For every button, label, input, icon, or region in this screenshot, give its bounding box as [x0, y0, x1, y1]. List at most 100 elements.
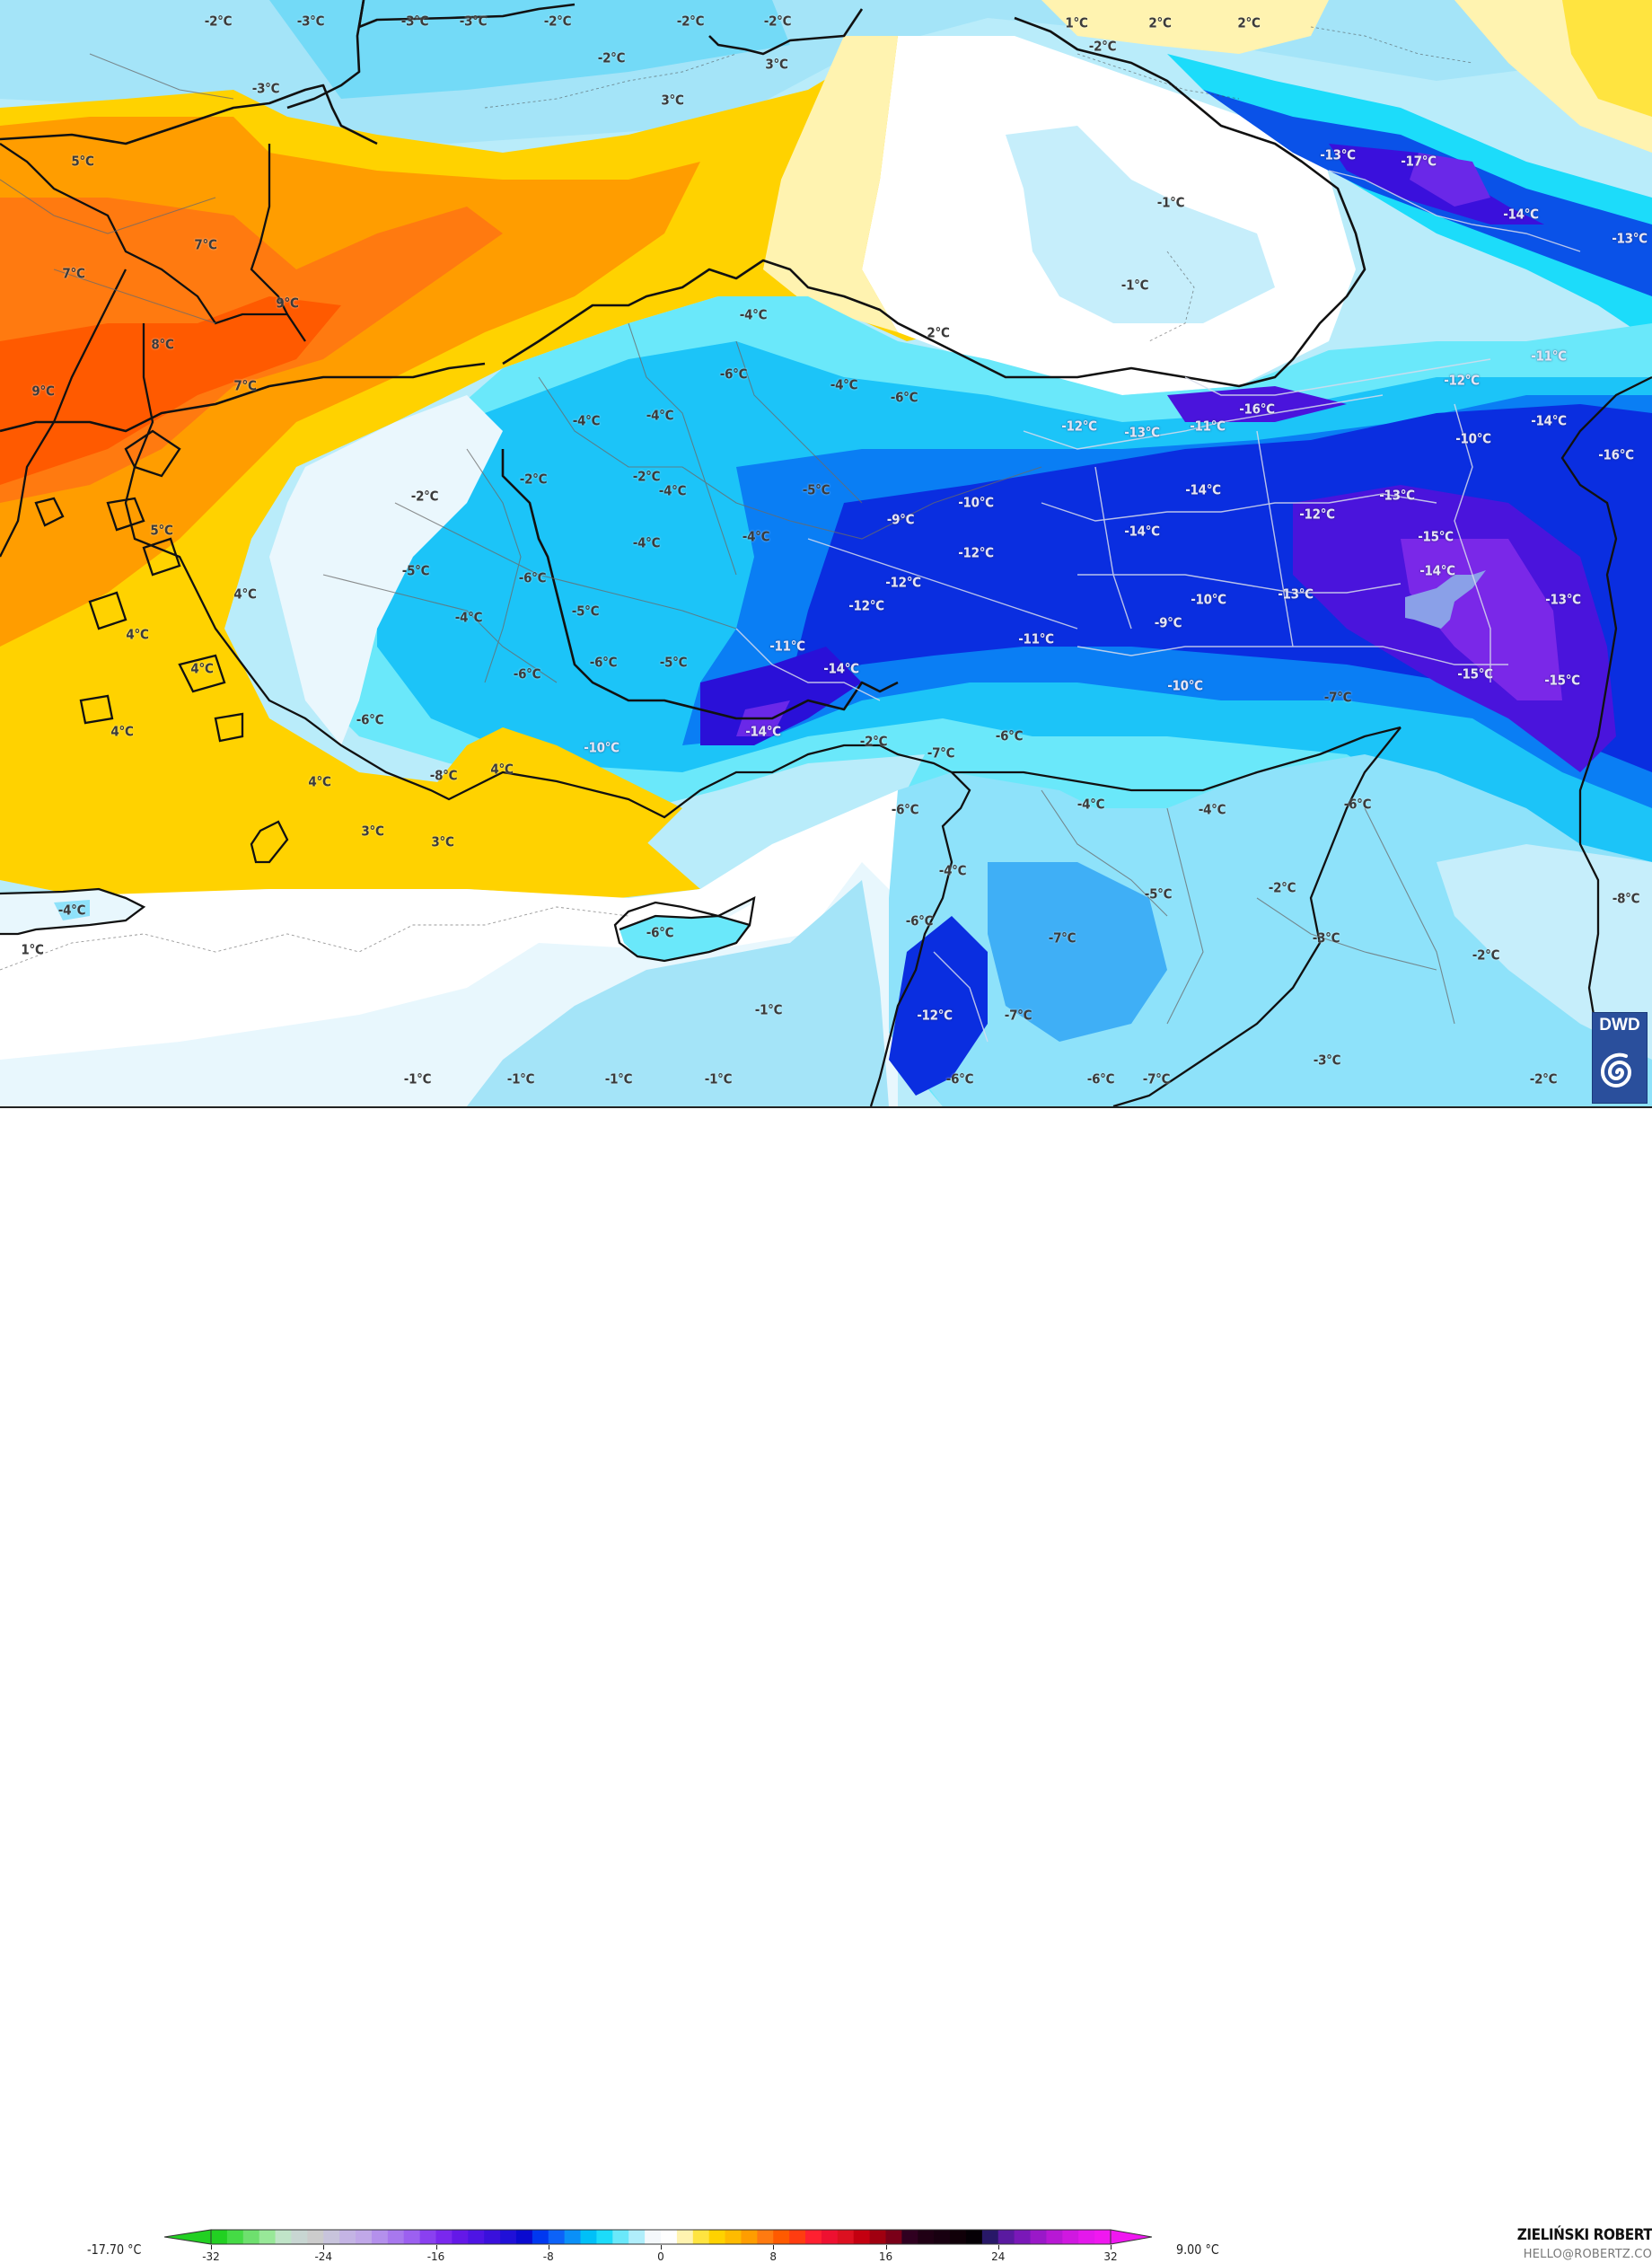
temperature-label: 3°C: [661, 92, 684, 109]
colorbar-tick: [323, 2245, 325, 2250]
temperature-label: 4°C: [110, 723, 134, 740]
temperature-label: -2°C: [763, 13, 792, 30]
temperature-label: 7°C: [194, 236, 217, 253]
temperature-label: -2°C: [1472, 947, 1500, 964]
temperature-label: -4°C: [658, 482, 687, 499]
temperature-label: -4°C: [572, 412, 601, 429]
temperature-label: -12°C: [917, 1007, 953, 1024]
temperature-label: -14°C: [1419, 562, 1455, 579]
colorbar-tick-label: 16: [878, 2250, 893, 2263]
temperature-label: -4°C: [1076, 796, 1105, 813]
temperature-label: 1°C: [1065, 14, 1088, 31]
temperature-label: -3°C: [459, 13, 488, 30]
temperature-label: -13°C: [1320, 146, 1356, 163]
temperature-label: -8°C: [429, 767, 458, 784]
temperature-label: -17°C: [1401, 153, 1437, 170]
temperature-label: 7°C: [62, 265, 85, 282]
colorbar-tick: [885, 2245, 887, 2250]
temperature-label: -7°C: [1004, 1007, 1032, 1024]
temperature-label: -1°C: [1120, 277, 1149, 294]
temperature-label: -1°C: [704, 1070, 733, 1087]
temperature-label: -11°C: [1190, 418, 1226, 435]
temperature-label: -6°C: [719, 365, 748, 383]
temperature-label: -10°C: [584, 739, 620, 756]
map-base-layer: [0, 0, 1652, 1106]
temperature-label: -13°C: [1612, 230, 1648, 247]
temperature-label: -14°C: [1124, 523, 1160, 540]
temperature-label: -1°C: [506, 1070, 535, 1087]
temperature-label: -2°C: [676, 13, 705, 30]
temperature-label: -12°C: [1299, 506, 1335, 523]
spiral-icon: [1600, 1052, 1632, 1087]
temperature-label: -6°C: [1086, 1070, 1115, 1087]
colorbar-tick-label: -8: [542, 2250, 554, 2263]
temperature-label: -3°C: [1312, 929, 1340, 947]
temperature-label: -2°C: [543, 13, 572, 30]
temperature-label: -3°C: [296, 13, 325, 30]
colorbar-tick-label: 8: [769, 2250, 778, 2263]
temperature-label: -6°C: [589, 654, 618, 671]
temperature-label: -11°C: [769, 638, 805, 655]
temperature-label: -11°C: [1531, 348, 1567, 365]
temperature-label: -6°C: [905, 912, 934, 929]
legend-footer: -17.70 °C -32 -24 -16 -8 0 8 16 24 32 9.00 °C ZI…: [0, 1108, 1652, 2263]
temperature-label: -14°C: [1531, 412, 1567, 429]
temperature-label: -7°C: [1142, 1070, 1171, 1087]
colorbar-tick: [997, 2245, 999, 2250]
temperature-label: 7°C: [233, 377, 257, 394]
temperature-label: 4°C: [126, 626, 149, 643]
temperature-label: -4°C: [632, 534, 661, 551]
temperature-label: -5°C: [401, 562, 430, 579]
colorbar-tick-label: 32: [1103, 2250, 1118, 2263]
temperature-label: -15°C: [1544, 672, 1580, 689]
temperature-label: 5°C: [71, 153, 94, 170]
temperature-label: -10°C: [1191, 591, 1226, 608]
temperature-label: -2°C: [410, 488, 439, 505]
temperature-label: 2°C: [1237, 14, 1261, 31]
author-email: HELLO@ROBERTZ.CO: [1523, 2248, 1652, 2261]
temperature-label: -13°C: [1379, 487, 1415, 504]
temperature-label: 3°C: [765, 56, 788, 73]
colorbar-tick: [773, 2245, 775, 2250]
temperature-label: 1°C: [21, 941, 44, 958]
temperature-label: -1°C: [403, 1070, 432, 1087]
temperature-label: -5°C: [659, 654, 688, 671]
temperature-label: -4°C: [454, 609, 483, 626]
temperature-label: 3°C: [431, 833, 454, 850]
temperature-label: -5°C: [571, 603, 600, 620]
temperature-label: -2°C: [1529, 1070, 1558, 1087]
temperature-label: -6°C: [513, 665, 541, 682]
temperature-label: -12°C: [848, 597, 884, 614]
temperature-label: -4°C: [1198, 801, 1226, 818]
temperature-label: -12°C: [958, 544, 994, 561]
temperature-label: -15°C: [1457, 665, 1493, 682]
temperature-label: 3°C: [361, 823, 384, 840]
temperature-label: -14°C: [1503, 206, 1539, 223]
temperature-label: -4°C: [646, 407, 674, 424]
temperature-label: -5°C: [802, 481, 830, 498]
colorbar-min-value: -17.70 °C: [87, 2241, 142, 2258]
temperature-label: -16°C: [1598, 446, 1634, 463]
temperature-label: -2°C: [519, 471, 548, 488]
temperature-label: -11°C: [1018, 630, 1054, 647]
dwd-logo: DWD: [1592, 1012, 1648, 1104]
colorbar-tick-label: -24: [314, 2250, 333, 2263]
temperature-label: -4°C: [739, 306, 768, 323]
temperature-label: -4°C: [938, 862, 967, 879]
temperature-label: -16°C: [1239, 401, 1275, 418]
colorbar-tick: [435, 2245, 437, 2250]
colorbar-max-value: 9.00 °C: [1176, 2241, 1219, 2258]
temperature-colorbar: [164, 2229, 1152, 2245]
colorbar-tick: [1111, 2245, 1112, 2250]
temperature-label: -9°C: [1154, 614, 1182, 631]
dwd-logo-text: DWD: [1599, 1016, 1640, 1035]
temperature-label: -1°C: [1156, 194, 1185, 211]
temperature-label: 5°C: [150, 522, 173, 539]
temperature-label: -2°C: [204, 13, 233, 30]
temperature-label: -1°C: [604, 1070, 633, 1087]
temperature-label: -10°C: [958, 494, 994, 511]
colorbar-tick-label: 0: [657, 2250, 664, 2263]
temperature-label: -6°C: [890, 389, 918, 406]
temperature-label: -4°C: [830, 376, 858, 393]
temperature-label: -8°C: [1612, 890, 1640, 907]
